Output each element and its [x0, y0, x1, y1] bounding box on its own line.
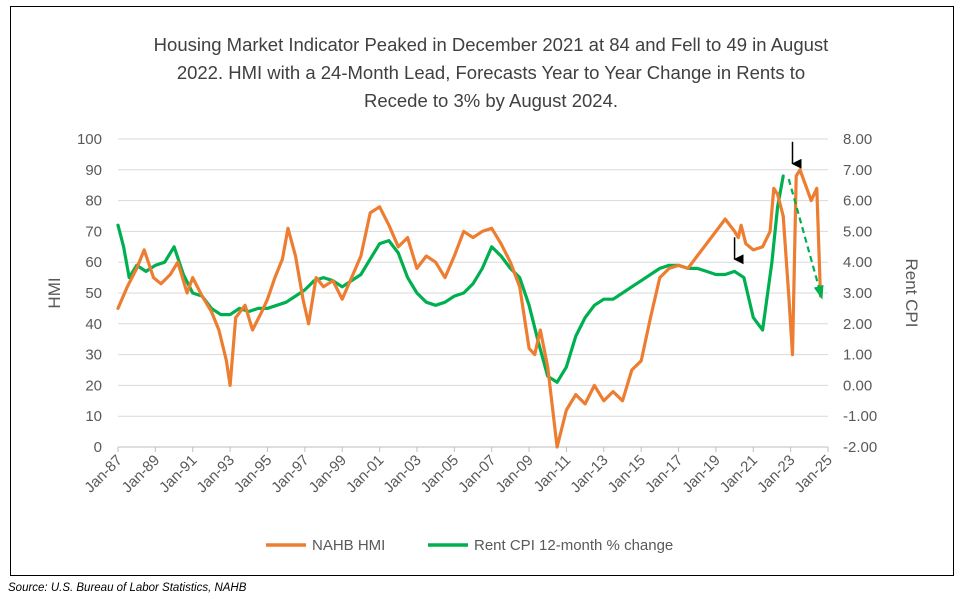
left-tick-label: 70: [85, 223, 102, 240]
gridlines: [117, 138, 829, 452]
x-tick-label: Jan-23: [754, 452, 798, 496]
x-tick-label: Jan-09: [492, 452, 536, 496]
left-axis-title: HMI: [45, 277, 64, 308]
chart-title-line-1: Housing Market Indicator Peaked in Decem…: [153, 34, 829, 55]
right-tick-label: 8.00: [843, 131, 872, 148]
x-tick-label: Jan-25: [791, 452, 835, 496]
x-tick-label: Jan-01: [343, 452, 387, 496]
x-tick-label: Jan-97: [268, 452, 312, 496]
right-tick-label: 2.00: [843, 316, 872, 333]
x-tick-label: Jan-89: [119, 452, 163, 496]
chart-title-line-2: 2022. HMI with a 24-Month Lead, Forecast…: [176, 62, 806, 83]
series-layer: [116, 168, 823, 449]
x-tick-label: Jan-87: [81, 452, 125, 496]
left-tick-label: 100: [77, 131, 102, 148]
x-tick-label: Jan-91: [156, 452, 200, 496]
x-tick-label: Jan-93: [193, 452, 237, 496]
legend-label-rent: Rent CPI 12-month % change: [474, 537, 673, 554]
x-tick-label: Jan-21: [717, 452, 761, 496]
series-line-rent: [116, 174, 785, 384]
right-tick-label: 6.00: [843, 193, 872, 210]
x-tick-label: Jan-95: [231, 452, 275, 496]
left-axis-ticks: 0 10 20 30 40 50 60 70 80 90 100: [77, 131, 102, 456]
x-tick-label: Jan-15: [605, 452, 649, 496]
annotations: [733, 141, 824, 300]
legend: NAHB HMI Rent CPI 12-month % change: [266, 537, 673, 554]
chart-frame: Housing Market Indicator Peaked in Decem…: [10, 6, 954, 576]
right-axis-ticks: -2.00 -1.00 0.00 1.00 2.00 3.00 4.00 5.00 6.00 7.…: [843, 131, 877, 456]
x-axis-ticks: Jan-87Jan-89Jan-91Jan-93Jan-95Jan-97Jan-…: [81, 452, 835, 496]
left-tick-label: 50: [85, 285, 102, 302]
x-tick-label: Jan-05: [418, 452, 462, 496]
x-tick-label: Jan-03: [380, 452, 424, 496]
x-tick-label: Jan-99: [306, 452, 350, 496]
x-tick-label: Jan-07: [455, 452, 499, 496]
x-tick-label: Jan-17: [642, 452, 686, 496]
right-tick-label: 4.00: [843, 254, 872, 271]
right-tick-label: -1.00: [843, 408, 877, 425]
left-tick-label: 80: [85, 193, 102, 210]
right-tick-label: -2.00: [843, 439, 877, 456]
left-tick-label: 40: [85, 316, 102, 333]
left-tick-label: 10: [85, 408, 102, 425]
series-line-hmi: [116, 168, 823, 449]
left-tick-label: 30: [85, 347, 102, 364]
x-tick-label: Jan-11: [531, 452, 575, 496]
right-tick-label: 5.00: [843, 223, 872, 240]
chart-title: Housing Market Indicator Peaked in Decem…: [111, 31, 871, 115]
legend-label-hmi: NAHB HMI: [312, 537, 385, 554]
left-tick-label: 20: [85, 377, 102, 394]
right-tick-label: 7.00: [843, 162, 872, 179]
chart-title-line-3: Recede to 3% by August 2024.: [363, 90, 619, 111]
left-tick-label: 90: [85, 162, 102, 179]
x-tick-label: Jan-13: [567, 452, 611, 496]
right-axis-title: Rent CPI: [902, 259, 921, 328]
right-tick-label: 0.00: [843, 377, 872, 394]
x-tick-label: Jan-19: [679, 452, 723, 496]
left-tick-label: 0: [94, 439, 102, 456]
source-note: Source: U.S. Bureau of Labor Statistics,…: [8, 582, 247, 594]
right-tick-label: 1.00: [843, 347, 872, 364]
left-tick-label: 60: [85, 254, 102, 271]
right-tick-label: 3.00: [843, 285, 872, 302]
